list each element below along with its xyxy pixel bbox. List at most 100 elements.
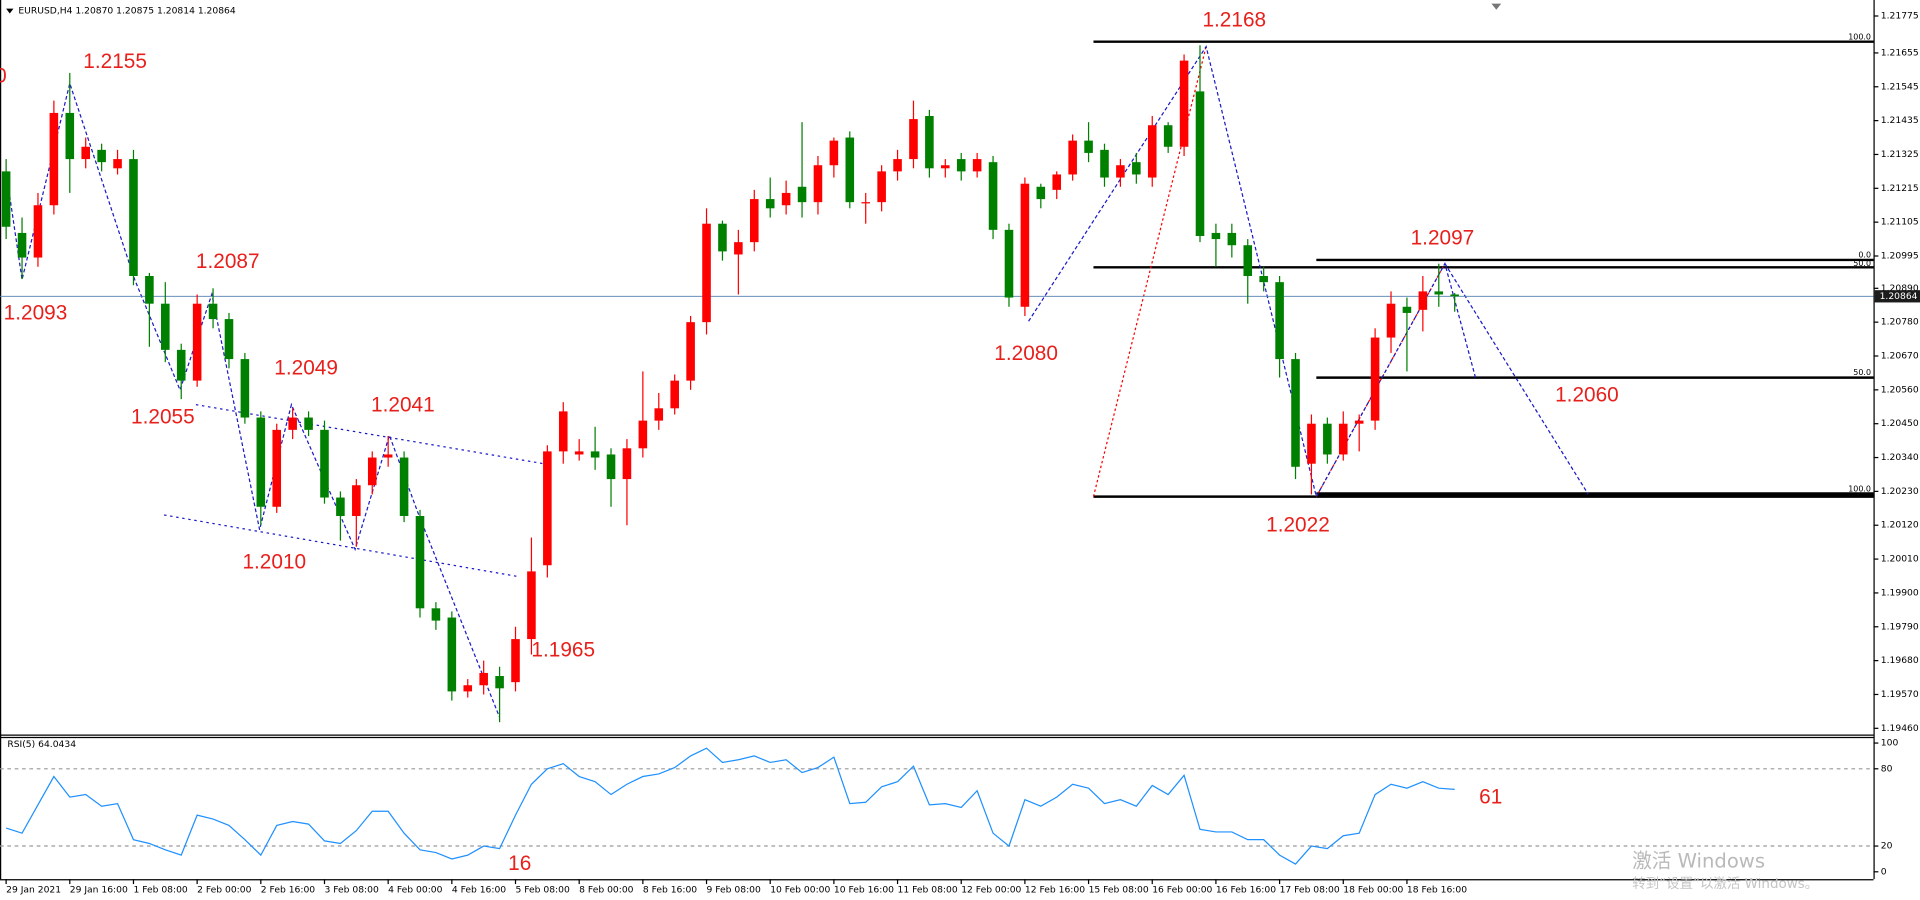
candle-body — [1020, 183, 1030, 307]
candle-body — [431, 608, 441, 621]
channel — [163, 404, 543, 577]
candle-body — [1338, 423, 1348, 455]
candle-body — [590, 451, 600, 458]
candle-body — [17, 232, 27, 258]
current-price-box — [1874, 290, 1920, 303]
x-tick-label: 9 Feb 08:00 — [707, 885, 761, 896]
candle-body — [1227, 232, 1237, 246]
y-tick-label: 1.20450 — [1881, 418, 1919, 429]
candle-body — [208, 303, 218, 320]
candle-body — [893, 159, 902, 172]
zigzag-line — [5, 81, 501, 718]
price-annotation: 1.2060 — [1555, 384, 1619, 407]
price-annotation: 1.2010 — [242, 550, 306, 573]
candle-body — [925, 116, 934, 169]
x-tick-label: 29 Jan 16:00 — [70, 885, 128, 896]
candle-body — [113, 159, 122, 169]
price-annotation: 1.2097 — [1411, 227, 1475, 250]
candle-body — [813, 165, 823, 203]
drawings — [5, 40, 1874, 718]
candle-body — [686, 322, 695, 381]
candle-body — [718, 223, 727, 252]
x-tick-label: 18 Feb 16:00 — [1407, 885, 1467, 896]
candle-body — [224, 319, 234, 360]
y-tick-label: 1.20340 — [1881, 452, 1919, 463]
x-tick-label: 12 Feb 00:00 — [961, 885, 1021, 896]
candle-body — [909, 119, 918, 160]
projection-line — [1444, 263, 1589, 495]
candle-body — [336, 497, 345, 517]
y-tick-label: 100 — [1881, 738, 1899, 749]
x-tick-label: 11 Feb 08:00 — [898, 885, 958, 896]
fib-label: 50.0 — [1853, 259, 1871, 268]
candle-body — [1243, 245, 1253, 277]
candle-body — [638, 420, 648, 449]
zigzag — [5, 45, 1589, 718]
x-tick-label: 17 Feb 08:00 — [1280, 885, 1340, 896]
candle-body — [367, 457, 377, 486]
price-annotation: 1.1965 — [531, 639, 595, 662]
price-annotation: 1.2087 — [196, 250, 260, 273]
candle-body — [320, 429, 329, 498]
candle-body — [1402, 306, 1412, 313]
candle-body — [670, 380, 679, 409]
candle-body — [558, 411, 568, 452]
x-tick-label: 4 Feb 00:00 — [388, 885, 442, 896]
candle-body — [988, 162, 998, 230]
candle-body — [972, 159, 982, 172]
indicator-header: RSI(5) 64.0434 — [7, 739, 76, 750]
shift-marker — [1491, 3, 1502, 10]
candle-body — [702, 223, 711, 323]
candle-body — [956, 159, 966, 172]
y-tick-label: 1.19460 — [1881, 723, 1919, 734]
candle-body — [415, 516, 425, 609]
candle-body — [1036, 186, 1046, 200]
candle-body — [129, 159, 138, 277]
x-tick-label: 5 Feb 08:00 — [516, 885, 570, 896]
candle-body — [97, 149, 106, 163]
y-tick-label: 1.21325 — [1881, 149, 1919, 160]
y-tick-label: 1.21215 — [1881, 183, 1919, 194]
candle-body — [781, 192, 791, 206]
current-price-label: 1.20864 — [1880, 291, 1918, 302]
x-tick-label: 16 Feb 16:00 — [1216, 885, 1276, 896]
candle-body — [1195, 91, 1205, 237]
y-tick-label: 0 — [1881, 866, 1887, 877]
y-tick-label: 1.20890 — [1881, 283, 1919, 294]
candle-body — [861, 202, 870, 204]
x-tick-label: 29 Jan 2021 — [6, 885, 61, 896]
candle-body — [527, 571, 536, 640]
candle-body — [1291, 359, 1300, 467]
candle-body — [1354, 420, 1364, 424]
y-tick-label: 20 — [1881, 841, 1893, 852]
candle-body — [1163, 125, 1173, 147]
price-annotation: 1.2022 — [1266, 514, 1330, 537]
y-tick-label: 80 — [1881, 763, 1893, 774]
rsi-annotation: 16 — [508, 852, 531, 875]
candle-body — [765, 199, 775, 209]
price-annotation: 1.2155 — [83, 50, 147, 73]
price-annotation: 0 — [0, 65, 7, 88]
y-tick-label: 1.19680 — [1881, 655, 1919, 666]
zigzag-line — [1028, 45, 1477, 499]
symbol-header: EURUSD,H4 1.20870 1.20875 1.20814 1.2086… — [18, 6, 236, 17]
candle-body — [256, 417, 266, 507]
candle-body — [304, 417, 313, 430]
y-tick-label: 1.20670 — [1881, 351, 1919, 362]
candle-body — [1323, 423, 1332, 455]
x-tick-label: 10 Feb 00:00 — [770, 885, 830, 896]
candle-body — [1418, 291, 1428, 310]
x-tick-label: 2 Feb 00:00 — [197, 885, 251, 896]
y-tick-label: 1.21655 — [1881, 47, 1919, 58]
y-tick-label: 1.20560 — [1881, 384, 1919, 395]
candle-body — [1211, 232, 1221, 240]
y-tick-label: 1.21105 — [1881, 217, 1919, 228]
candle-body — [240, 359, 250, 418]
candle-body — [463, 685, 473, 692]
candle-body — [1307, 423, 1316, 464]
candle-body — [941, 165, 950, 169]
y-tick-label: 1.21545 — [1881, 81, 1919, 92]
y-tick-label: 1.19570 — [1881, 689, 1919, 700]
